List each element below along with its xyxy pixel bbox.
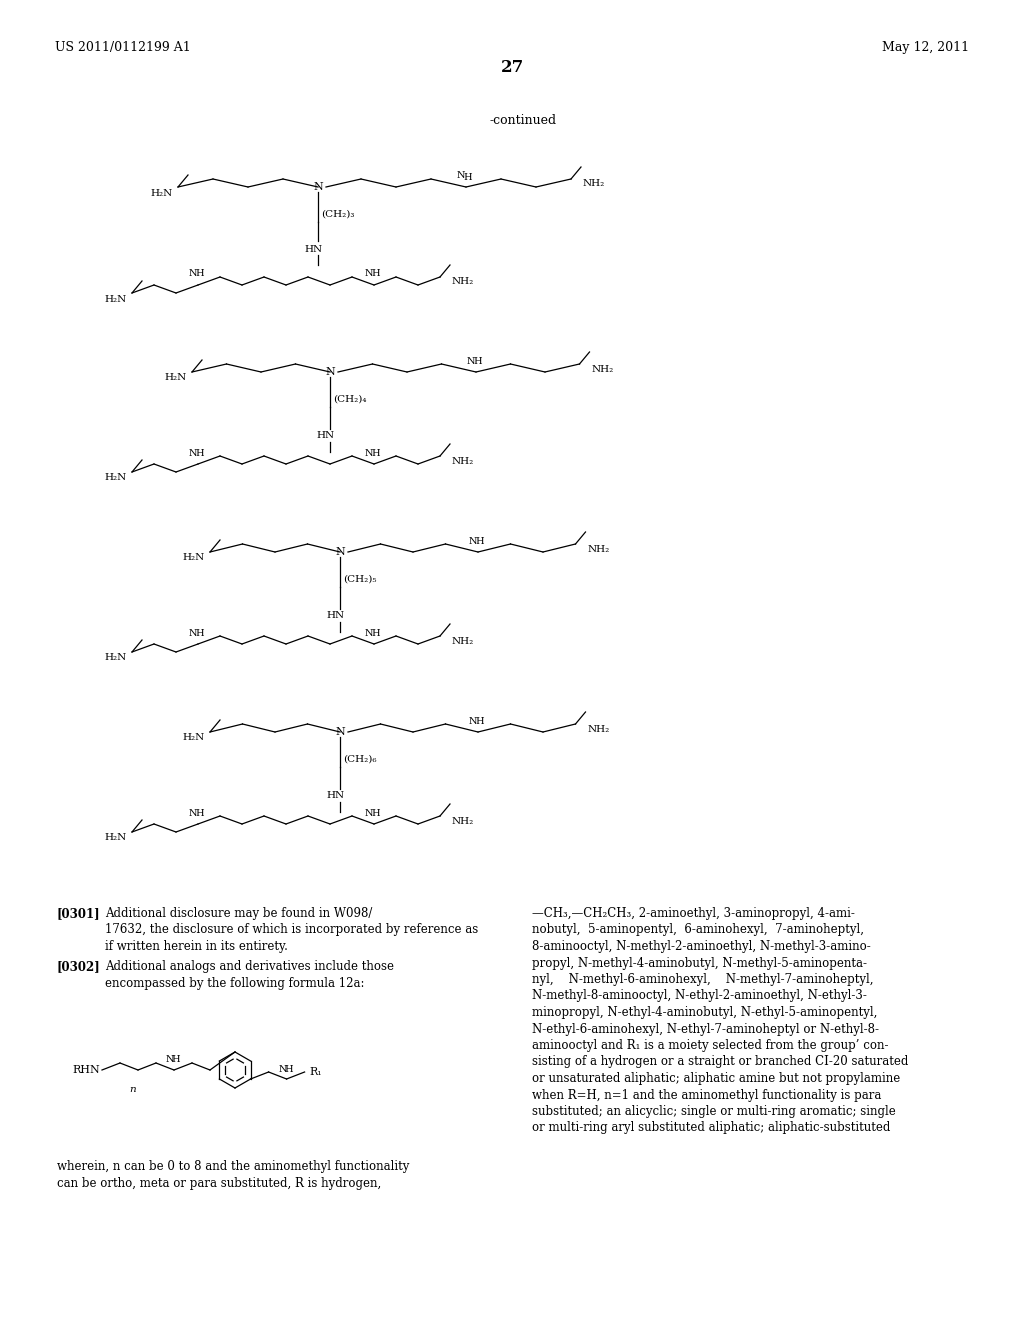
Text: NH₂: NH₂ — [588, 544, 609, 553]
Text: H: H — [476, 536, 484, 545]
Text: wherein, n can be 0 to 8 and the aminomethyl functionality
can be ortho, meta or: wherein, n can be 0 to 8 and the aminome… — [57, 1160, 410, 1189]
Text: —CH₃,—CH₂CH₃, 2-aminoethyl, 3-aminopropyl, 4-ami-
nobutyl,  5-aminopentyl,  6-am: —CH₃,—CH₂CH₃, 2-aminoethyl, 3-aminopropy… — [532, 907, 908, 1134]
Text: N: N — [188, 269, 198, 279]
Text: H: H — [196, 808, 205, 817]
Text: R₁: R₁ — [309, 1067, 323, 1077]
Text: H: H — [372, 449, 380, 458]
Text: N: N — [467, 356, 475, 366]
Text: N: N — [188, 449, 198, 458]
Text: HN: HN — [317, 432, 335, 441]
Text: N: N — [365, 628, 374, 638]
Text: n: n — [130, 1085, 136, 1094]
Text: H: H — [196, 269, 205, 279]
Text: H: H — [196, 628, 205, 638]
Text: NH₂: NH₂ — [452, 817, 474, 825]
Text: NH₂: NH₂ — [588, 725, 609, 734]
Text: H: H — [285, 1064, 293, 1073]
Text: N: N — [469, 717, 477, 726]
Text: HN: HN — [305, 244, 323, 253]
Text: H₂N: H₂N — [104, 294, 127, 304]
Text: N: N — [365, 269, 374, 279]
Text: H₂N: H₂N — [104, 474, 127, 483]
Text: May 12, 2011: May 12, 2011 — [882, 41, 969, 54]
Text: Additional disclosure may be found in W098/
17632, the disclosure of which is in: Additional disclosure may be found in W0… — [105, 907, 478, 953]
Text: N: N — [326, 367, 335, 378]
Text: H: H — [464, 173, 472, 181]
Text: H₂N: H₂N — [182, 553, 205, 562]
Text: [0302]: [0302] — [57, 960, 100, 973]
Text: H₂N: H₂N — [151, 189, 173, 198]
Text: N: N — [335, 546, 345, 557]
Text: N: N — [166, 1056, 174, 1064]
Text: NH₂: NH₂ — [452, 636, 474, 645]
Text: N: N — [469, 536, 477, 545]
Text: (CH₂)₆: (CH₂)₆ — [343, 755, 377, 763]
Text: NH₂: NH₂ — [592, 364, 613, 374]
Text: (CH₂)₃: (CH₂)₃ — [321, 210, 354, 219]
Text: H: H — [372, 808, 380, 817]
Text: 27: 27 — [501, 59, 523, 77]
Text: HN: HN — [327, 792, 345, 800]
Text: H: H — [476, 717, 484, 726]
Text: H₂N: H₂N — [104, 833, 127, 842]
Text: (CH₂)₅: (CH₂)₅ — [343, 574, 377, 583]
Text: (CH₂)₄: (CH₂)₄ — [333, 395, 367, 404]
Text: N: N — [335, 727, 345, 737]
Text: H₂N: H₂N — [182, 734, 205, 742]
Text: H₂N: H₂N — [165, 374, 187, 383]
Text: H: H — [172, 1056, 180, 1064]
Text: -continued: -continued — [490, 114, 557, 127]
Text: RHN: RHN — [73, 1065, 100, 1074]
Text: H: H — [196, 449, 205, 458]
Text: N: N — [313, 182, 323, 191]
Text: H: H — [372, 628, 380, 638]
Text: N: N — [188, 808, 198, 817]
Text: N: N — [457, 172, 465, 181]
Text: N: N — [188, 628, 198, 638]
Text: [0301]: [0301] — [57, 907, 100, 920]
Text: N: N — [365, 449, 374, 458]
Text: H: H — [372, 269, 380, 279]
Text: NH₂: NH₂ — [583, 180, 605, 189]
Text: N: N — [279, 1064, 287, 1073]
Text: Additional analogs and derivatives include those
encompassed by the following fo: Additional analogs and derivatives inclu… — [105, 960, 394, 990]
Text: NH₂: NH₂ — [452, 457, 474, 466]
Text: US 2011/0112199 A1: US 2011/0112199 A1 — [55, 41, 190, 54]
Text: H: H — [474, 356, 482, 366]
Text: H₂N: H₂N — [104, 653, 127, 663]
Text: NH₂: NH₂ — [452, 277, 474, 286]
Text: HN: HN — [327, 611, 345, 620]
Text: N: N — [365, 808, 374, 817]
